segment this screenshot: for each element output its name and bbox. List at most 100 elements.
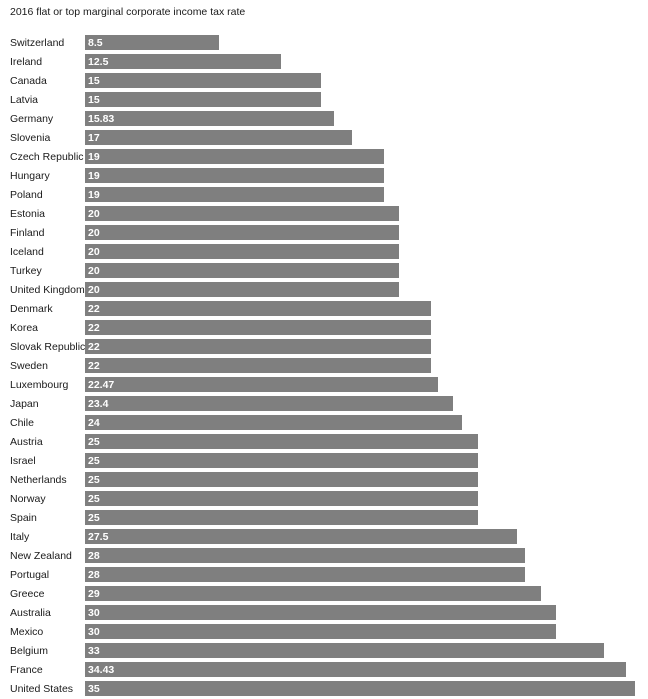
bar-track: 25 [85, 491, 635, 506]
country-label: Sweden [10, 359, 48, 372]
bar: 25 [85, 472, 478, 487]
bar-track: 27.5 [85, 529, 635, 544]
bar-track: 15 [85, 73, 635, 88]
bar: 30 [85, 605, 557, 620]
bar: 25 [85, 491, 478, 506]
bar: 17 [85, 130, 353, 145]
bar-track: 8.5 [85, 35, 635, 50]
chart-row: Greece 29 [0, 584, 648, 603]
country-label: Belgium [10, 644, 48, 657]
bar: 15 [85, 92, 321, 107]
bar-track: 15.83 [85, 111, 635, 126]
country-label: Ireland [10, 55, 43, 68]
bar-value-label: 22.47 [88, 378, 115, 391]
bar-value-label: 20 [88, 264, 100, 277]
bar: 27.5 [85, 529, 518, 544]
bar: 33 [85, 643, 604, 658]
bar-track: 19 [85, 187, 635, 202]
chart-row: United States 35 [0, 679, 648, 698]
bar: 29 [85, 586, 541, 601]
bar-track: 35 [85, 681, 635, 696]
country-label: Austria [10, 435, 43, 448]
bar: 22 [85, 358, 431, 373]
bar: 28 [85, 567, 525, 582]
bar-value-label: 28 [88, 549, 100, 562]
bar-value-label: 15 [88, 93, 100, 106]
chart-row: Italy 27.5 [0, 527, 648, 546]
bar: 15.83 [85, 111, 334, 126]
bar-track: 29 [85, 586, 635, 601]
bar-track: 34.43 [85, 662, 635, 677]
bar-track: 19 [85, 149, 635, 164]
bar: 22 [85, 301, 431, 316]
bar-track: 22 [85, 358, 635, 373]
bar: 28 [85, 548, 525, 563]
chart-rows: Switzerland 8.5 Ireland 12.5 Canada 15 Latvia 1… [0, 33, 648, 698]
bar-track: 30 [85, 624, 635, 639]
bar-value-label: 20 [88, 226, 100, 239]
chart-row: Slovenia 17 [0, 128, 648, 147]
bar-track: 22.47 [85, 377, 635, 392]
bar-value-label: 22 [88, 359, 100, 372]
bar: 20 [85, 244, 400, 259]
bar-track: 20 [85, 263, 635, 278]
bar-value-label: 24 [88, 416, 100, 429]
country-label: Latvia [10, 93, 39, 106]
country-label: Korea [10, 321, 39, 334]
bar: 22 [85, 320, 431, 335]
bar: 25 [85, 453, 478, 468]
country-label: Luxembourg [10, 378, 69, 391]
chart-row: France 34.43 [0, 660, 648, 679]
chart-row: Denmark 22 [0, 299, 648, 318]
chart-row: Turkey 20 [0, 261, 648, 280]
country-label: Chile [10, 416, 34, 429]
bar-value-label: 27.5 [88, 530, 109, 543]
chart-row: Ireland 12.5 [0, 52, 648, 71]
bar-value-label: 34.43 [88, 663, 115, 676]
bar-track: 15 [85, 92, 635, 107]
chart-row: Iceland 20 [0, 242, 648, 261]
country-label: Netherlands [10, 473, 67, 486]
chart-row: Poland 19 [0, 185, 648, 204]
bar: 20 [85, 282, 400, 297]
bar: 25 [85, 510, 478, 525]
bar-value-label: 17 [88, 131, 100, 144]
bar-value-label: 22 [88, 321, 100, 334]
country-label: Italy [10, 530, 30, 543]
bar-track: 20 [85, 206, 635, 221]
chart-row: Japan 23.4 [0, 394, 648, 413]
bar-track: 28 [85, 567, 635, 582]
chart-row: Chile 24 [0, 413, 648, 432]
country-label: Israel [10, 454, 36, 467]
bar-value-label: 23.4 [88, 397, 109, 410]
chart-row: Portugal 28 [0, 565, 648, 584]
bar-value-label: 25 [88, 511, 100, 524]
country-label: New Zealand [10, 549, 72, 562]
bar-track: 22 [85, 301, 635, 316]
bar-track: 25 [85, 510, 635, 525]
chart-row: Luxembourg 22.47 [0, 375, 648, 394]
chart-row: Estonia 20 [0, 204, 648, 223]
bar: 22.47 [85, 377, 439, 392]
country-label: United States [10, 682, 74, 695]
chart-row: Korea 22 [0, 318, 648, 337]
chart-row: New Zealand 28 [0, 546, 648, 565]
bar-track: 17 [85, 130, 635, 145]
chart-row: Latvia 15 [0, 90, 648, 109]
bar-value-label: 30 [88, 606, 100, 619]
chart-row: Mexico 30 [0, 622, 648, 641]
bar: 19 [85, 168, 384, 183]
bar-track: 28 [85, 548, 635, 563]
bar-track: 25 [85, 472, 635, 487]
chart-row: Canada 15 [0, 71, 648, 90]
country-label: Switzerland [10, 36, 65, 49]
country-label: Portugal [10, 568, 50, 581]
bar-track: 19 [85, 168, 635, 183]
bar: 8.5 [85, 35, 219, 50]
bar-track: 23.4 [85, 396, 635, 411]
chart-row: Germany 15.83 [0, 109, 648, 128]
country-label: Norway [10, 492, 46, 505]
bar-value-label: 25 [88, 435, 100, 448]
bar-value-label: 20 [88, 207, 100, 220]
bar: 19 [85, 187, 384, 202]
